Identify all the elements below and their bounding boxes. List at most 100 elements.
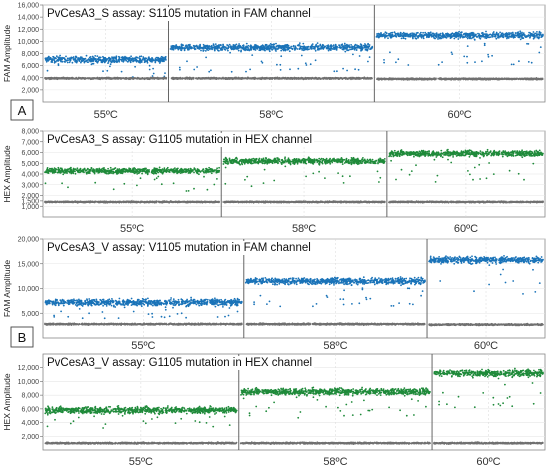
- droplet: [62, 173, 65, 176]
- droplet: [203, 175, 205, 178]
- droplet: [103, 58, 106, 61]
- droplet: [430, 78, 432, 80]
- droplet: [385, 32, 388, 35]
- droplet: [493, 77, 495, 80]
- droplet: [150, 60, 153, 63]
- droplet: [336, 45, 338, 48]
- droplet: [500, 32, 503, 35]
- droplet: [64, 58, 66, 61]
- droplet: [300, 47, 303, 50]
- droplet: [334, 43, 337, 46]
- droplet: [91, 58, 94, 61]
- droplet: [208, 70, 211, 73]
- y-tick-label: 6,000: [21, 150, 39, 157]
- droplet: [117, 59, 120, 62]
- droplet: [489, 36, 492, 38]
- droplet: [264, 77, 267, 80]
- droplet-cluster: [44, 54, 167, 80]
- droplet: [136, 77, 139, 80]
- droplet: [212, 77, 215, 80]
- droplet: [94, 181, 97, 184]
- droplet: [269, 45, 272, 48]
- droplet: [368, 44, 371, 46]
- droplet: [144, 57, 147, 59]
- droplet: [59, 54, 61, 57]
- droplet: [92, 62, 95, 65]
- droplet: [314, 59, 317, 62]
- droplet: [214, 43, 217, 45]
- droplet: [52, 56, 55, 58]
- droplet: [324, 78, 327, 80]
- droplet: [266, 46, 269, 49]
- droplet: [336, 70, 338, 73]
- droplet: [472, 78, 475, 81]
- droplet: [512, 63, 515, 66]
- droplet: [352, 53, 354, 56]
- droplet: [187, 77, 190, 80]
- droplet: [159, 77, 162, 80]
- droplet: [346, 44, 349, 47]
- droplet: [353, 48, 356, 51]
- droplet: [154, 59, 156, 62]
- droplet: [209, 48, 211, 51]
- droplet: [494, 34, 497, 36]
- droplet: [539, 33, 542, 36]
- droplet: [176, 77, 179, 80]
- droplet: [204, 50, 207, 52]
- droplet: [353, 77, 356, 79]
- droplet: [292, 77, 295, 80]
- droplet: [156, 59, 159, 62]
- droplet: [222, 44, 225, 46]
- droplet: [112, 59, 114, 62]
- droplet: [234, 77, 237, 80]
- droplet: [515, 34, 517, 37]
- droplet: [433, 37, 436, 40]
- droplet: [422, 31, 424, 34]
- droplet: [390, 31, 392, 34]
- droplet: [289, 68, 291, 71]
- droplet: [400, 37, 403, 40]
- droplet: [485, 79, 487, 81]
- droplet: [396, 77, 399, 80]
- droplet: [528, 31, 530, 34]
- droplet: [214, 77, 217, 80]
- droplet: [312, 47, 315, 50]
- droplet: [146, 59, 149, 62]
- droplet: [199, 170, 202, 173]
- droplet: [245, 42, 248, 45]
- droplet: [57, 56, 59, 59]
- droplet: [162, 57, 164, 59]
- droplet: [346, 69, 348, 72]
- droplet: [160, 58, 163, 61]
- droplet: [515, 32, 517, 35]
- droplet: [196, 172, 199, 175]
- droplet: [95, 59, 97, 62]
- droplet: [529, 34, 531, 37]
- droplet: [394, 35, 397, 37]
- droplet: [281, 46, 284, 49]
- droplet: [302, 77, 304, 80]
- droplet: [57, 60, 60, 62]
- droplet: [187, 47, 190, 50]
- droplet: [426, 36, 428, 39]
- droplet: [284, 44, 287, 47]
- y-tick-label: 4,000: [21, 75, 39, 82]
- droplet: [439, 77, 442, 80]
- droplet: [96, 55, 99, 57]
- droplet: [188, 44, 191, 47]
- droplet: [216, 48, 219, 50]
- droplet: [468, 35, 471, 38]
- droplet: [122, 57, 125, 60]
- droplet: [113, 56, 116, 59]
- droplet: [74, 78, 76, 80]
- droplet: [493, 35, 496, 38]
- droplet: [507, 37, 510, 39]
- droplet: [280, 55, 283, 58]
- droplet: [519, 33, 522, 35]
- droplet: [83, 58, 86, 60]
- droplet: [174, 45, 177, 48]
- droplet: [356, 46, 358, 49]
- droplet: [432, 34, 435, 37]
- droplet: [508, 33, 511, 35]
- droplet: [309, 77, 311, 80]
